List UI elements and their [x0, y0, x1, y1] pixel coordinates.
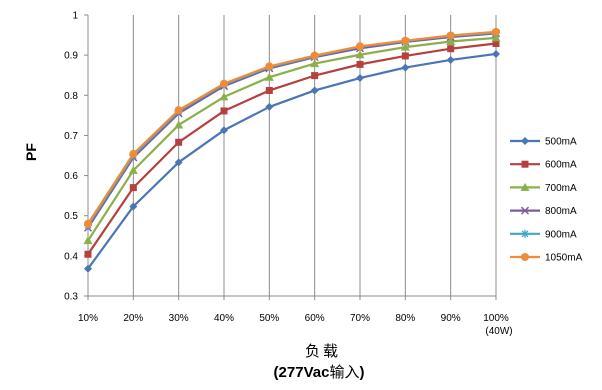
data-point: [130, 184, 137, 191]
series-line: [88, 54, 496, 269]
series-line: [88, 44, 496, 255]
data-point: [265, 62, 273, 70]
x-axis-label-line1: 负载: [305, 343, 341, 360]
y-axis-label: PF: [23, 143, 39, 161]
data-point: [522, 161, 529, 168]
legend-item: 700mA: [510, 183, 577, 194]
legend-item: 600mA: [510, 160, 577, 171]
data-point: [521, 253, 529, 261]
data-point: [357, 61, 364, 68]
x-tick-label: 30%: [169, 313, 189, 324]
legend-label: 1050mA: [545, 253, 583, 264]
y-tick-label: 0.9: [64, 51, 78, 62]
data-point: [521, 230, 529, 238]
x-tick-label: 60%: [305, 313, 325, 324]
series-lines: [84, 28, 501, 273]
data-point: [447, 56, 455, 64]
data-point: [311, 72, 318, 79]
y-tick-labels: 0.3 0.4 0.5 0.6 0.7 0.8 0.9 1: [64, 11, 78, 303]
data-point: [311, 52, 319, 60]
legend-label: 700mA: [545, 183, 577, 194]
x-tick-label: 40%: [214, 313, 234, 324]
data-point: [402, 52, 409, 59]
data-point: [175, 139, 182, 146]
x-axis-label-line2: (277Vac输入): [274, 364, 365, 381]
legend-label: 800mA: [545, 206, 577, 217]
legend-item: 1050mA: [510, 253, 583, 264]
data-point: [401, 64, 409, 72]
x-axis-label-input: 输入: [329, 364, 359, 381]
data-point: [129, 150, 137, 158]
data-point: [221, 107, 228, 114]
series-line: [88, 32, 496, 224]
data-point: [174, 120, 183, 128]
data-point: [84, 220, 92, 228]
data-point: [521, 137, 529, 145]
x-tick-label: 20%: [123, 313, 143, 324]
x-tick-labels: 10% 20% 30% 40% 50% 60% 70% 80% 90% 100% (40W): [78, 313, 513, 337]
legend: 500mA 600mA 700mA 800mA 900mA 1050mA: [510, 137, 583, 264]
data-point: [220, 80, 228, 88]
y-tick-label: 0.8: [64, 91, 78, 102]
legend-item: 500mA: [510, 137, 577, 148]
x-tick-label: 90%: [441, 313, 461, 324]
legend-item: 900mA: [510, 229, 577, 240]
y-tick-label: 0.7: [64, 131, 78, 142]
x-tick-label: 100%: [483, 313, 509, 324]
data-point: [311, 86, 319, 94]
data-point: [266, 87, 273, 94]
y-tick-label: 0.4: [64, 251, 78, 262]
data-point: [356, 74, 364, 82]
series-900mA: [84, 29, 500, 230]
x-tick-label: 50%: [259, 313, 279, 324]
x-tick-label: 70%: [350, 313, 370, 324]
data-point: [175, 106, 183, 114]
y-tick-label: 0.3: [64, 292, 78, 303]
x-axis-label-close: ): [359, 364, 364, 381]
y-tick-label: 0.5: [64, 211, 78, 222]
data-point: [265, 103, 273, 111]
legend-label: 600mA: [545, 160, 577, 171]
data-point: [356, 42, 364, 50]
data-point: [492, 50, 500, 58]
x-tick-sublabel: (40W): [485, 326, 512, 337]
series-600mA: [85, 40, 500, 258]
y-tick-label: 1: [72, 11, 78, 22]
data-point: [401, 37, 409, 45]
series-1050mA: [84, 28, 500, 228]
legend-label: 900mA: [545, 229, 577, 240]
x-tick-label: 10%: [78, 313, 98, 324]
x-axis-label-voltage: (277Vac: [274, 364, 330, 381]
series-700mA: [84, 33, 501, 244]
x-tick-label: 80%: [395, 313, 415, 324]
legend-item: 800mA: [510, 206, 577, 217]
data-point: [447, 31, 455, 39]
data-point: [492, 28, 500, 36]
data-point: [85, 251, 92, 258]
data-point: [447, 45, 454, 52]
y-tick-label: 0.6: [64, 171, 78, 182]
legend-label: 500mA: [545, 137, 577, 148]
